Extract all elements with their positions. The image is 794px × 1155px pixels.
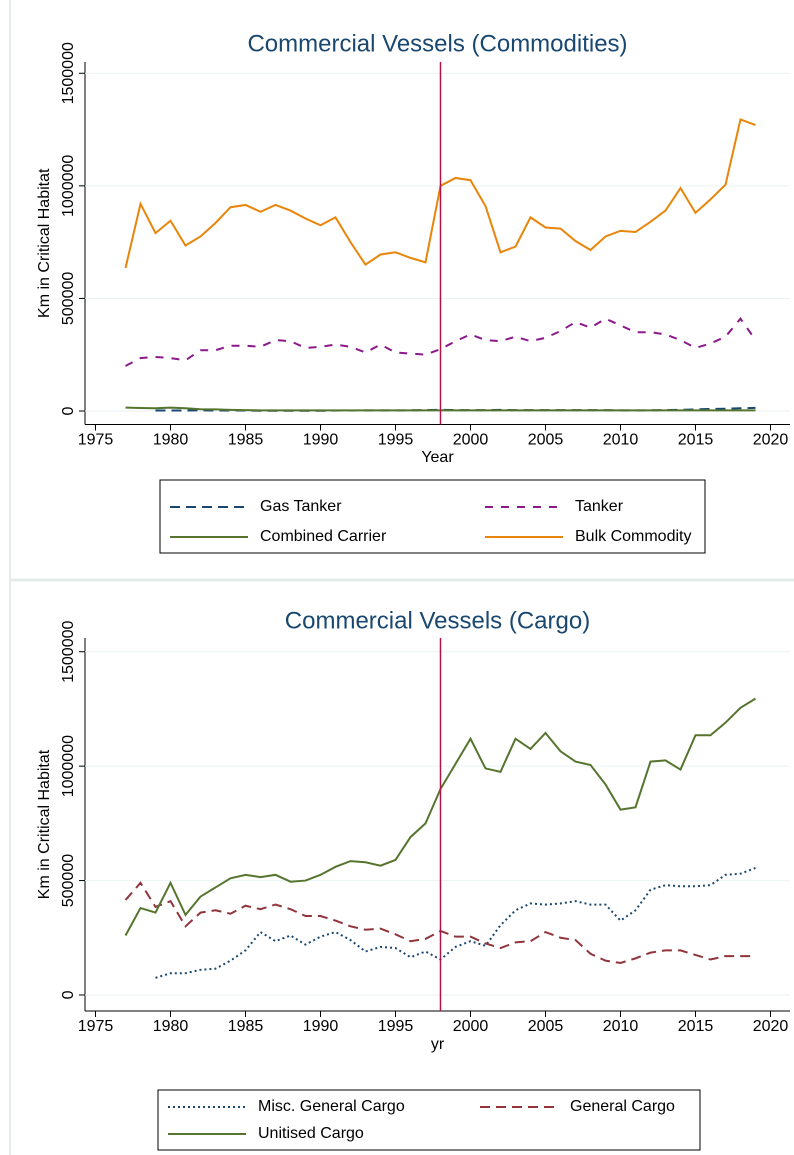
x-tick-label: 2000 — [453, 1018, 489, 1035]
y-tick-label: 1000000 — [60, 155, 77, 217]
x-tick-label: 2020 — [753, 432, 789, 449]
legend-label: Bulk Commodity — [575, 528, 691, 545]
chart-title: Commercial Vessels (Cargo) — [285, 607, 590, 634]
x-tick-label: 1990 — [303, 1018, 339, 1035]
x-tick-label: 2015 — [678, 432, 714, 449]
legend-label: General Cargo — [570, 1098, 675, 1115]
y-axis-label: Km in Critical Habitat — [36, 749, 53, 899]
legend-label: Unitised Cargo — [258, 1125, 364, 1142]
x-tick-label: 2020 — [753, 1018, 789, 1035]
legend-label: Tanker — [575, 498, 624, 515]
x-tick-label: 1985 — [228, 432, 264, 449]
x-tick-label: 2005 — [528, 1018, 564, 1035]
series-line — [155, 867, 756, 979]
y-tick-label: 0 — [60, 990, 77, 999]
y-tick-label: 1500000 — [60, 620, 77, 682]
x-tick-label: 1975 — [78, 1018, 114, 1035]
x-tick-label: 1975 — [78, 432, 114, 449]
legend-box — [157, 1089, 701, 1151]
x-tick-label: 1995 — [378, 432, 414, 449]
x-tick-label: 1990 — [303, 432, 339, 449]
x-tick-label: 2000 — [453, 432, 489, 449]
legend-label: Combined Carrier — [260, 528, 387, 545]
x-tick-label: 1980 — [153, 1018, 189, 1035]
chart-title: Commercial Vessels (Commodities) — [247, 30, 627, 57]
y-tick-label: 1000000 — [60, 735, 77, 797]
legend-label: Gas Tanker — [260, 498, 342, 515]
y-axis-label: Km in Critical Habitat — [36, 168, 53, 318]
y-tick-label: 500000 — [60, 272, 77, 325]
x-tick-label: 2010 — [603, 1018, 639, 1035]
x-tick-label: 2005 — [528, 432, 564, 449]
y-tick-label: 0 — [60, 406, 77, 415]
x-axis-label: yr — [431, 1036, 445, 1053]
x-tick-label: 1995 — [378, 1018, 414, 1035]
x-tick-label: 2015 — [678, 1018, 714, 1035]
legend-box — [159, 479, 706, 554]
y-tick-label: 1500000 — [60, 42, 77, 104]
x-tick-label: 2010 — [603, 432, 639, 449]
x-tick-label: 1980 — [153, 432, 189, 449]
legend-label: Misc. General Cargo — [258, 1098, 405, 1115]
x-axis-label: Year — [421, 449, 454, 466]
y-tick-label: 500000 — [60, 854, 77, 907]
x-tick-label: 1985 — [228, 1018, 264, 1035]
